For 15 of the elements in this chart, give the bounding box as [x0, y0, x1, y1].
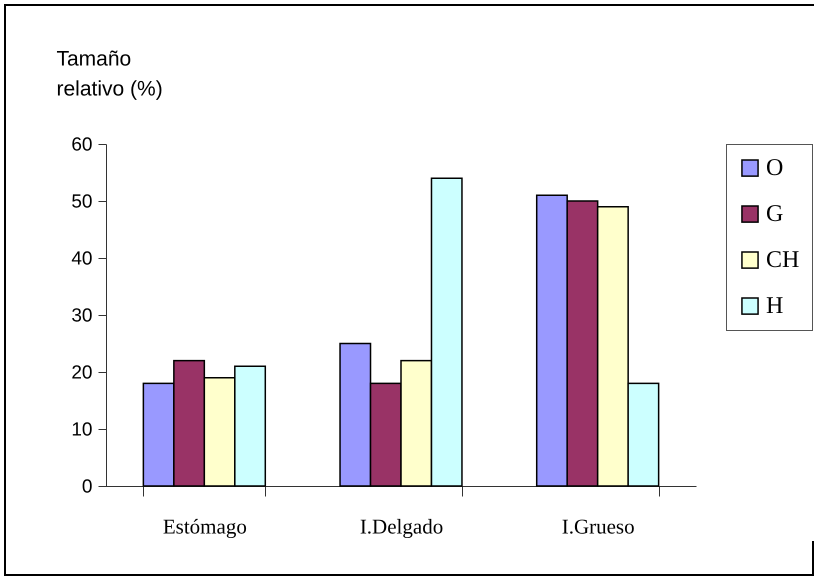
y-tick-label: 60 [71, 134, 92, 156]
legend-label: G [766, 201, 784, 227]
y-tick-label: 50 [71, 192, 92, 212]
y-tick-label: 30 [71, 306, 92, 326]
y-tick-label: 20 [71, 362, 92, 384]
legend-label: O [766, 155, 784, 181]
legend-label: H [766, 293, 784, 319]
y-tick-label: 10 [71, 420, 92, 440]
y-tick-label: 0 [82, 476, 92, 498]
x-tick-label: I.Grueso [562, 514, 635, 538]
y-tick-label: 40 [71, 248, 92, 270]
legend-label: CH [766, 247, 800, 273]
y-axis-title: Tamaño relativo (%) [56, 48, 163, 100]
x-tick-label: I.Delgado [360, 514, 444, 538]
x-tick-label: Estómago [162, 514, 247, 538]
